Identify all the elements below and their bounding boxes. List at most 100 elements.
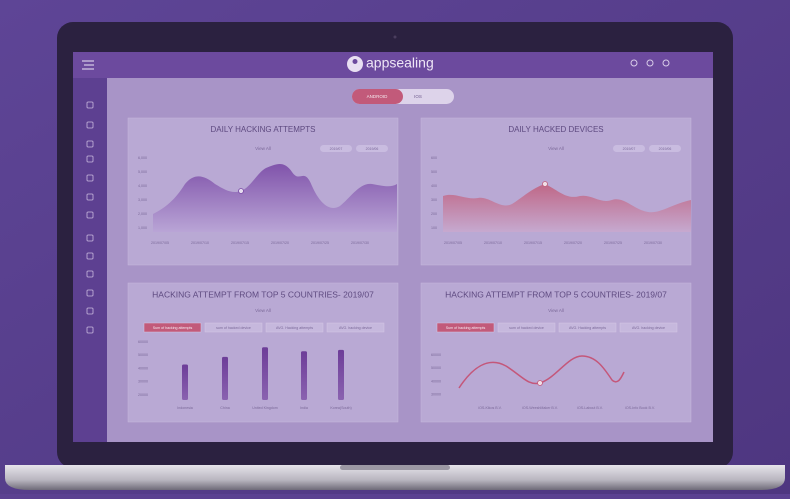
y-tick-label: 60000: [431, 353, 441, 357]
x-tick-label: iOS-WeeshMaker B.V.: [522, 406, 558, 410]
panels: DAILY HACKING ATTEMPTS View All 2019/07 201…: [127, 117, 692, 423]
android-label: ANDROID: [367, 94, 389, 99]
x-tick-label: 2019/07/05: [444, 241, 462, 245]
legend-label: 2019/06: [366, 147, 379, 151]
x-tick-label: iOS-Info Book B.V.: [625, 406, 655, 410]
sidebar-icon: [86, 289, 94, 297]
hover-point: [537, 380, 543, 386]
tab-label: sum of hacked device: [509, 326, 544, 330]
legend-pill: [320, 145, 352, 152]
x-tick-label: 2019/07/15: [231, 241, 249, 245]
bar: [262, 347, 268, 400]
x-tick-label: 2019/07/20: [271, 241, 289, 245]
legend-pill: [649, 145, 681, 152]
area-curve: [443, 184, 691, 232]
y-tick-label: 40000: [138, 366, 148, 370]
bar: [338, 349, 344, 400]
y-tick-label: 300: [431, 198, 437, 202]
tab[interactable]: [265, 322, 324, 333]
tab[interactable]: [497, 322, 556, 333]
legend-pill: [613, 145, 645, 152]
panel-title: DAILY HACKED DEVICES: [508, 125, 603, 134]
x-tick-label: Indonesia: [177, 406, 193, 410]
line-curve: [458, 355, 625, 389]
legend-label: 2019/07: [623, 147, 636, 151]
y-tick-label: 600: [431, 156, 437, 160]
x-tick-label: 2019/07/15: [524, 241, 542, 245]
y-tick-label: 200: [431, 212, 437, 216]
tab-label: Sum of hacking attempts: [446, 326, 486, 330]
y-tick-label: 50000: [431, 366, 441, 370]
top-bar: [73, 52, 713, 78]
view-all[interactable]: View All: [548, 308, 564, 313]
laptop-base: [5, 465, 785, 490]
y-tick-label: 6,000: [138, 156, 147, 160]
sidebar-icon: [86, 140, 94, 148]
x-tick-label: 2019/07/25: [311, 241, 329, 245]
y-tick-label: 20000: [138, 393, 148, 397]
y-tick-label: 1,000: [138, 226, 147, 230]
tab[interactable]: [558, 322, 617, 333]
tab-label: AVG. Hacking attempts: [569, 326, 606, 330]
x-tick-label: 2019/07/10: [191, 241, 209, 245]
tab-label: AVG. hacking device: [632, 326, 665, 330]
sidebar-icon: [86, 101, 94, 109]
bar: [301, 351, 307, 400]
y-tick-label: 40000: [431, 379, 441, 383]
tab[interactable]: [204, 322, 263, 333]
legend-pill: [356, 145, 388, 152]
sidebar-icon: [86, 307, 94, 315]
tab[interactable]: [326, 322, 385, 333]
sidebar-icon: [86, 155, 94, 163]
y-tick-label: 100: [431, 226, 437, 230]
tab[interactable]: [436, 322, 495, 333]
logo-text: appsealing: [366, 55, 434, 71]
menu-icon: [82, 60, 94, 70]
hover-point: [238, 188, 244, 194]
x-tick-label: 2019/07/10: [484, 241, 502, 245]
panel: [420, 282, 692, 423]
sidebar-icon: [86, 193, 94, 201]
y-tick-label: 30000: [431, 393, 441, 397]
sidebar-icon: [86, 174, 94, 182]
view-all[interactable]: View All: [255, 308, 271, 313]
sidebar-icon: [86, 121, 94, 129]
tab-label: Sum of hacking attempts: [153, 326, 193, 330]
laptop-notch: [340, 465, 450, 470]
sidebar-icon: [86, 270, 94, 278]
y-tick-label: 500: [431, 170, 437, 174]
x-tick-label: United Kingdom: [252, 406, 278, 410]
bar: [222, 356, 228, 400]
x-tick-label: Korea(South): [330, 406, 351, 410]
tab[interactable]: [619, 322, 678, 333]
view-all[interactable]: View All: [255, 146, 271, 151]
panel-title: DAILY HACKING ATTEMPTS: [211, 125, 316, 134]
tab[interactable]: [143, 322, 202, 333]
x-tick-label: 2019/07/20: [564, 241, 582, 245]
bar: [182, 364, 188, 400]
x-tick-label: 2019/07/30: [351, 241, 369, 245]
sidebar: [73, 78, 107, 442]
sidebar-icon: [86, 326, 94, 334]
x-tick-label: 2019/07/30: [644, 241, 662, 245]
ios-label: IOS: [414, 94, 422, 99]
panel-title: HACKING ATTEMPT FROM TOP 5 COUNTRIES- 20…: [152, 289, 374, 299]
tab-label: AVG. hacking device: [339, 326, 372, 330]
sidebar-icons: [86, 101, 94, 334]
android-tab[interactable]: [352, 89, 403, 104]
area-curve: [153, 164, 397, 232]
y-tick-label: 400: [431, 184, 437, 188]
tab-label: sum of hacked device: [216, 326, 251, 330]
logo-dot: [352, 59, 358, 64]
panel-title: HACKING ATTEMPT FROM TOP 5 COUNTRIES- 20…: [445, 289, 667, 299]
legend-label: 2019/07: [330, 147, 343, 151]
sidebar-icon: [86, 211, 94, 219]
sidebar-icon: [86, 234, 94, 242]
y-tick-label: 3,000: [138, 198, 147, 202]
view-all[interactable]: View All: [548, 146, 564, 151]
y-tick-label: 50000: [138, 353, 148, 357]
y-tick-label: 2,000: [138, 212, 147, 216]
y-tick-label: 4,000: [138, 184, 147, 188]
